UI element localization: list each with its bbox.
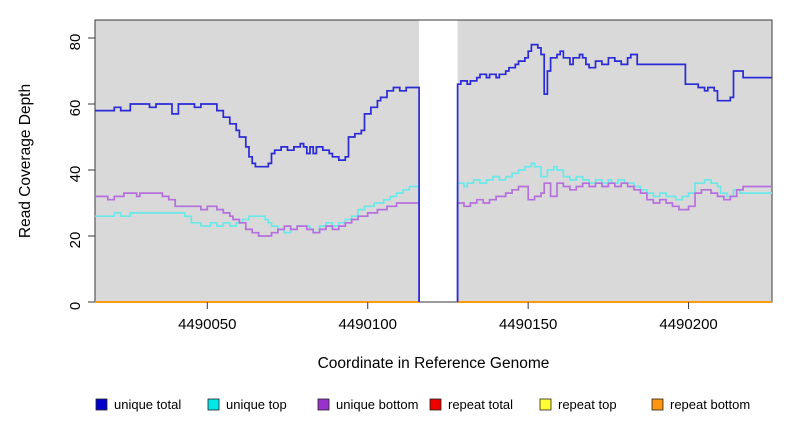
- legend-swatch-repeat-total: [429, 398, 442, 411]
- legend-swatch-unique-top: [207, 398, 220, 411]
- legend-item-repeat-bottom: repeat bottom: [651, 397, 750, 412]
- legend-label: unique bottom: [336, 397, 418, 412]
- legend-item-repeat-total: repeat total: [429, 397, 513, 412]
- legend-item-unique-top: unique top: [207, 397, 287, 412]
- legend-swatch-repeat-bottom: [651, 398, 664, 411]
- series-line-unique-bottom: [95, 192, 420, 302]
- y-axis-label: Read Coverage Depth: [17, 84, 34, 238]
- series-line-unique-total: [95, 86, 420, 302]
- legend-item-unique-total: unique total: [95, 397, 181, 412]
- legend-label: unique total: [114, 397, 181, 412]
- legend-label: repeat top: [558, 397, 617, 412]
- coverage-gap-band: [419, 20, 458, 302]
- legend-label: repeat bottom: [670, 397, 750, 412]
- legend-item-repeat-top: repeat top: [539, 397, 617, 412]
- y-tick-label: 60: [67, 100, 84, 117]
- series-line-unique-total: [456, 43, 772, 302]
- series-line-unique-top: [95, 185, 420, 302]
- legend-label: unique top: [226, 397, 287, 412]
- y-tick-label: 40: [67, 166, 84, 183]
- legend-label: repeat total: [448, 397, 513, 412]
- legend-swatch-unique-total: [95, 398, 108, 411]
- legend-item-unique-bottom: unique bottom: [317, 397, 418, 412]
- x-tick-label: 4490100: [339, 316, 397, 333]
- x-axis-label: Coordinate in Reference Genome: [318, 355, 550, 372]
- plot-border: [94, 19, 773, 303]
- x-tick-label: 4490050: [178, 316, 236, 333]
- x-tick-label: 4490150: [499, 316, 557, 333]
- y-tick-label: 0: [67, 302, 84, 310]
- y-tick-label: 80: [67, 34, 84, 51]
- legend-swatch-unique-bottom: [317, 398, 330, 411]
- legend-swatch-repeat-top: [539, 398, 552, 411]
- series-line-unique-bottom: [456, 182, 772, 302]
- x-tick-label: 4490200: [659, 316, 717, 333]
- y-tick-label: 20: [67, 232, 84, 249]
